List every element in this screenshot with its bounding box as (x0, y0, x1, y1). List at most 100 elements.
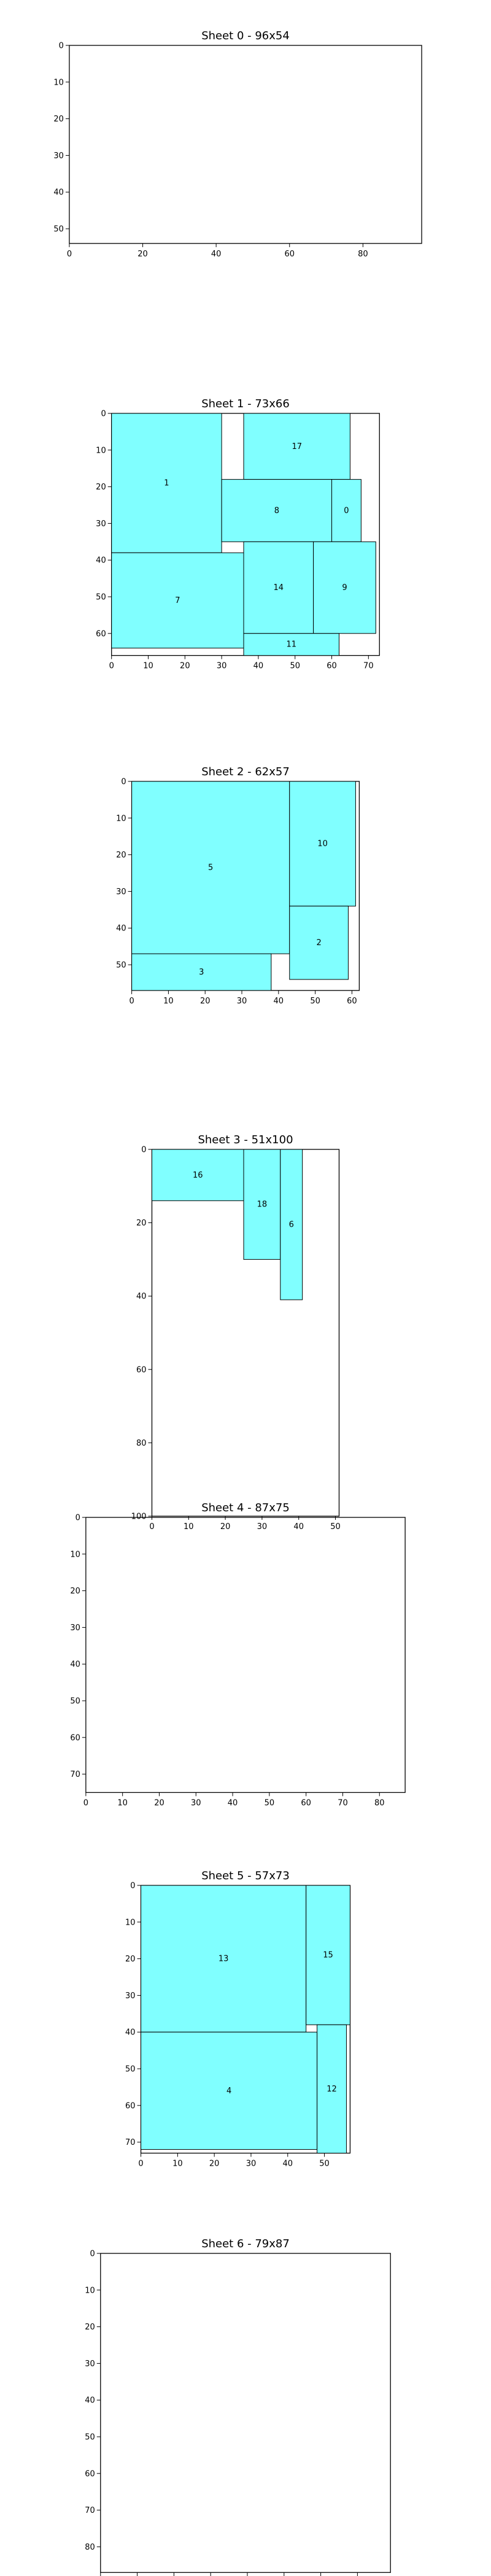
y-tick-label: 50 (125, 2065, 136, 2074)
sheet-title: Sheet 3 - 51x100 (198, 1133, 293, 1146)
rect-label: 12 (327, 2085, 337, 2094)
y-tick-label: 30 (70, 1623, 80, 1633)
y-tick-label: 20 (85, 2323, 95, 2332)
y-tick-label: 40 (53, 188, 64, 197)
x-tick-label: 20 (200, 997, 211, 1006)
y-tick-label: 0 (121, 778, 126, 787)
packed-rect (141, 2031, 318, 2150)
rect-label: 16 (193, 1171, 203, 1180)
x-tick-label: 20 (209, 2160, 220, 2169)
sheet-panel: Sheet 4 - 87x75 0 10 20 30 40 50 60 70 80 0 10 20 30 4… (70, 1501, 406, 1808)
y-tick-label: 0 (101, 410, 106, 419)
x-tick-label: 0 (83, 1799, 88, 1808)
plot-frame (85, 1517, 406, 1793)
x-tick-label: 40 (253, 662, 264, 671)
rect-label: 8 (274, 506, 279, 515)
x-tick-label: 10 (163, 997, 174, 1006)
x-tick-label: 20 (154, 1799, 164, 1808)
x-tick-label: 80 (374, 1799, 385, 1808)
rect-label: 10 (317, 840, 328, 849)
x-tick-label: 40 (228, 1799, 238, 1808)
packed-rect (317, 2024, 347, 2154)
y-tick-label: 10 (70, 1550, 80, 1559)
x-tick-label: 60 (347, 997, 357, 1006)
y-tick-label: 20 (136, 1219, 147, 1228)
x-tick-label: 50 (290, 662, 300, 671)
y-tick-label: 20 (96, 483, 106, 492)
y-tick-label: 50 (116, 961, 126, 970)
rect-label: 1 (164, 479, 169, 488)
x-tick-label: 50 (330, 1522, 341, 1531)
rect-label: 14 (274, 583, 284, 592)
x-tick-label: 10 (143, 662, 153, 671)
packed-rect (152, 1149, 244, 1202)
y-tick-label: 10 (85, 2286, 95, 2295)
rect-label: 17 (292, 442, 302, 451)
x-tick-label: 60 (284, 250, 295, 259)
plot-frame (69, 45, 422, 244)
packed-rect (289, 781, 356, 907)
x-tick-label: 10 (184, 1522, 194, 1531)
x-tick-label: 50 (265, 1799, 275, 1808)
y-tick-label: 50 (53, 225, 64, 234)
x-tick-label: 60 (301, 1799, 311, 1808)
packed-rect (243, 1149, 281, 1260)
rect-label: 11 (286, 640, 296, 650)
x-tick-label: 30 (217, 662, 227, 671)
x-tick-label: 0 (67, 250, 72, 259)
x-tick-label: 70 (338, 1799, 348, 1808)
packed-rect (243, 541, 314, 634)
y-tick-label: 40 (116, 924, 126, 933)
sheet-panel: Sheet 6 - 79x870102030405060700102030405… (85, 2237, 391, 2576)
y-tick-label: 0 (59, 42, 64, 51)
packed-rect (243, 413, 350, 480)
y-tick-label: 70 (85, 2506, 95, 2515)
y-tick-label: 80 (85, 2543, 95, 2552)
y-tick-label: 0 (130, 1882, 135, 1891)
y-tick-label: 30 (116, 887, 126, 897)
x-tick-label: 0 (149, 1522, 154, 1531)
rect-label: 0 (344, 506, 349, 515)
y-tick-label: 30 (96, 519, 106, 529)
y-tick-label: 70 (70, 1770, 80, 1779)
sheet-panel: Sheet 0 - 96x54 0 20 40 60 80 0 10 20 30 40 50 (53, 29, 422, 259)
y-tick-label: 10 (53, 78, 64, 87)
y-tick-label: 50 (70, 1697, 80, 1706)
sheet-title: Sheet 4 - 87x75 (201, 1501, 290, 1514)
rect-label: 7 (175, 596, 180, 605)
x-tick-label: 50 (310, 997, 320, 1006)
y-tick-label: 30 (125, 1991, 136, 2001)
y-tick-label: 40 (85, 2396, 95, 2405)
y-tick-label: 10 (116, 814, 126, 823)
y-tick-label: 20 (116, 851, 126, 860)
y-tick-label: 50 (96, 593, 106, 602)
packed-rect (306, 1885, 350, 2025)
packed-rect (313, 541, 376, 634)
y-tick-label: 60 (70, 1733, 80, 1742)
rect-label: 13 (218, 1955, 229, 1964)
x-tick-label: 20 (180, 662, 190, 671)
y-tick-label: 60 (85, 2469, 95, 2478)
packed-rect (289, 905, 349, 980)
packed-rect (111, 413, 222, 553)
sheet-title: Sheet 2 - 62x57 (201, 765, 290, 778)
x-tick-label: 30 (246, 2160, 257, 2169)
x-tick-label: 30 (191, 1799, 201, 1808)
packed-rect (243, 633, 339, 656)
y-tick-label: 20 (53, 115, 64, 124)
sheet-panel: Sheet 1 - 73x66 17 1 8 0 7 14 9 11 0 10 20 30 40 50 60 7… (96, 397, 380, 671)
packed-rect (131, 953, 272, 991)
x-tick-label: 30 (257, 1522, 268, 1531)
packed-rect (111, 552, 244, 649)
rect-label: 3 (199, 968, 204, 977)
x-tick-label: 30 (237, 997, 247, 1006)
y-tick-label: 100 (131, 1512, 147, 1522)
x-tick-label: 10 (172, 2160, 183, 2169)
y-tick-label: 10 (125, 1918, 136, 1927)
packed-rect (280, 1149, 303, 1300)
y-tick-label: 70 (125, 2138, 136, 2147)
y-tick-label: 40 (125, 2028, 136, 2037)
y-tick-label: 0 (141, 1146, 146, 1155)
